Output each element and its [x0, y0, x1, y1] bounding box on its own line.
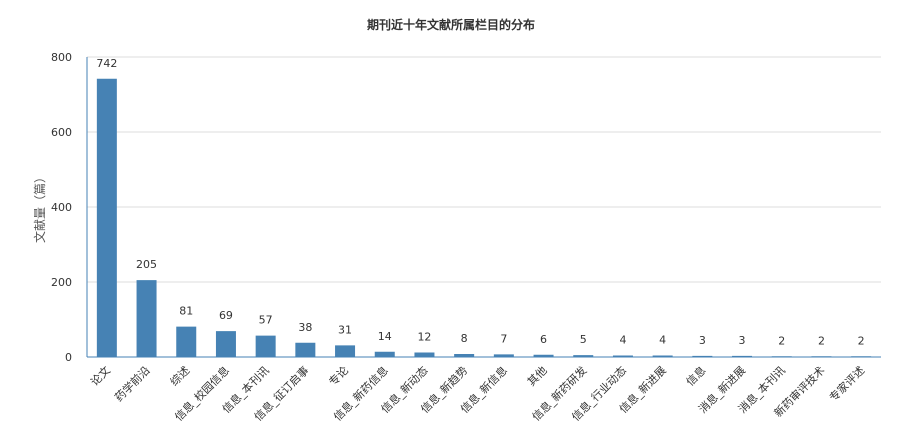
- bar: [454, 354, 475, 357]
- data-label: 38: [298, 321, 312, 334]
- bar: [414, 352, 435, 357]
- data-label: 7: [500, 332, 507, 345]
- data-label: 205: [136, 258, 157, 271]
- x-tick-label: 综述: [167, 363, 192, 388]
- data-label: 3: [739, 334, 746, 347]
- chart-title: 期刊近十年文献所属栏目的分布: [367, 17, 535, 32]
- bar: [851, 356, 872, 357]
- data-label: 57: [259, 314, 273, 327]
- data-label: 4: [659, 334, 666, 347]
- bars: [96, 78, 872, 357]
- bar: [771, 356, 792, 357]
- bar: [295, 342, 316, 357]
- bar: [176, 326, 197, 357]
- data-label: 14: [378, 330, 392, 343]
- bar: [374, 351, 395, 357]
- data-label: 31: [338, 323, 352, 336]
- data-label: 81: [179, 305, 193, 318]
- x-tick-label: 专论: [326, 363, 351, 388]
- y-tick-label: 200: [51, 276, 72, 289]
- y-axis-label: 文献量（篇）: [32, 171, 47, 243]
- bar: [96, 78, 117, 357]
- bar: [215, 331, 236, 357]
- bar: [732, 355, 753, 357]
- bar: [811, 356, 832, 357]
- x-tick-label: 其他: [525, 364, 550, 389]
- bar: [335, 345, 356, 357]
- bar: [652, 355, 673, 357]
- bar: [573, 355, 594, 357]
- x-tick-label: 论文: [88, 363, 113, 388]
- y-tick-label: 800: [51, 51, 72, 64]
- x-tick-label: 信息: [683, 363, 708, 388]
- data-label: 6: [540, 333, 547, 346]
- data-label: 2: [858, 334, 865, 347]
- data-labels: 742 205 81 69 57 38 31 14 12 8 7 6 5 4 4 3 3 2 2 2: [96, 57, 864, 348]
- y-tick-label: 0: [65, 351, 72, 364]
- bar: [533, 354, 554, 357]
- data-label: 8: [461, 332, 468, 345]
- data-label: 742: [96, 57, 117, 70]
- gridlines: [87, 56, 881, 283]
- data-label: 4: [619, 334, 626, 347]
- bar: [136, 280, 157, 357]
- bar: [255, 335, 276, 357]
- x-tick-label: 专家评述: [826, 363, 867, 404]
- data-label: 69: [219, 309, 233, 322]
- data-label: 12: [417, 331, 431, 344]
- data-label: 5: [580, 333, 587, 346]
- data-label: 2: [778, 334, 785, 347]
- bar: [493, 354, 514, 357]
- y-axis-ticks: 0 200 400 600 800: [51, 51, 72, 364]
- y-tick-label: 400: [51, 201, 72, 214]
- data-label: 3: [699, 334, 706, 347]
- data-label: 2: [818, 334, 825, 347]
- y-tick-label: 600: [51, 126, 72, 139]
- bar: [692, 355, 713, 357]
- bar: [612, 355, 633, 357]
- x-tick-label: 药学前沿: [112, 363, 153, 404]
